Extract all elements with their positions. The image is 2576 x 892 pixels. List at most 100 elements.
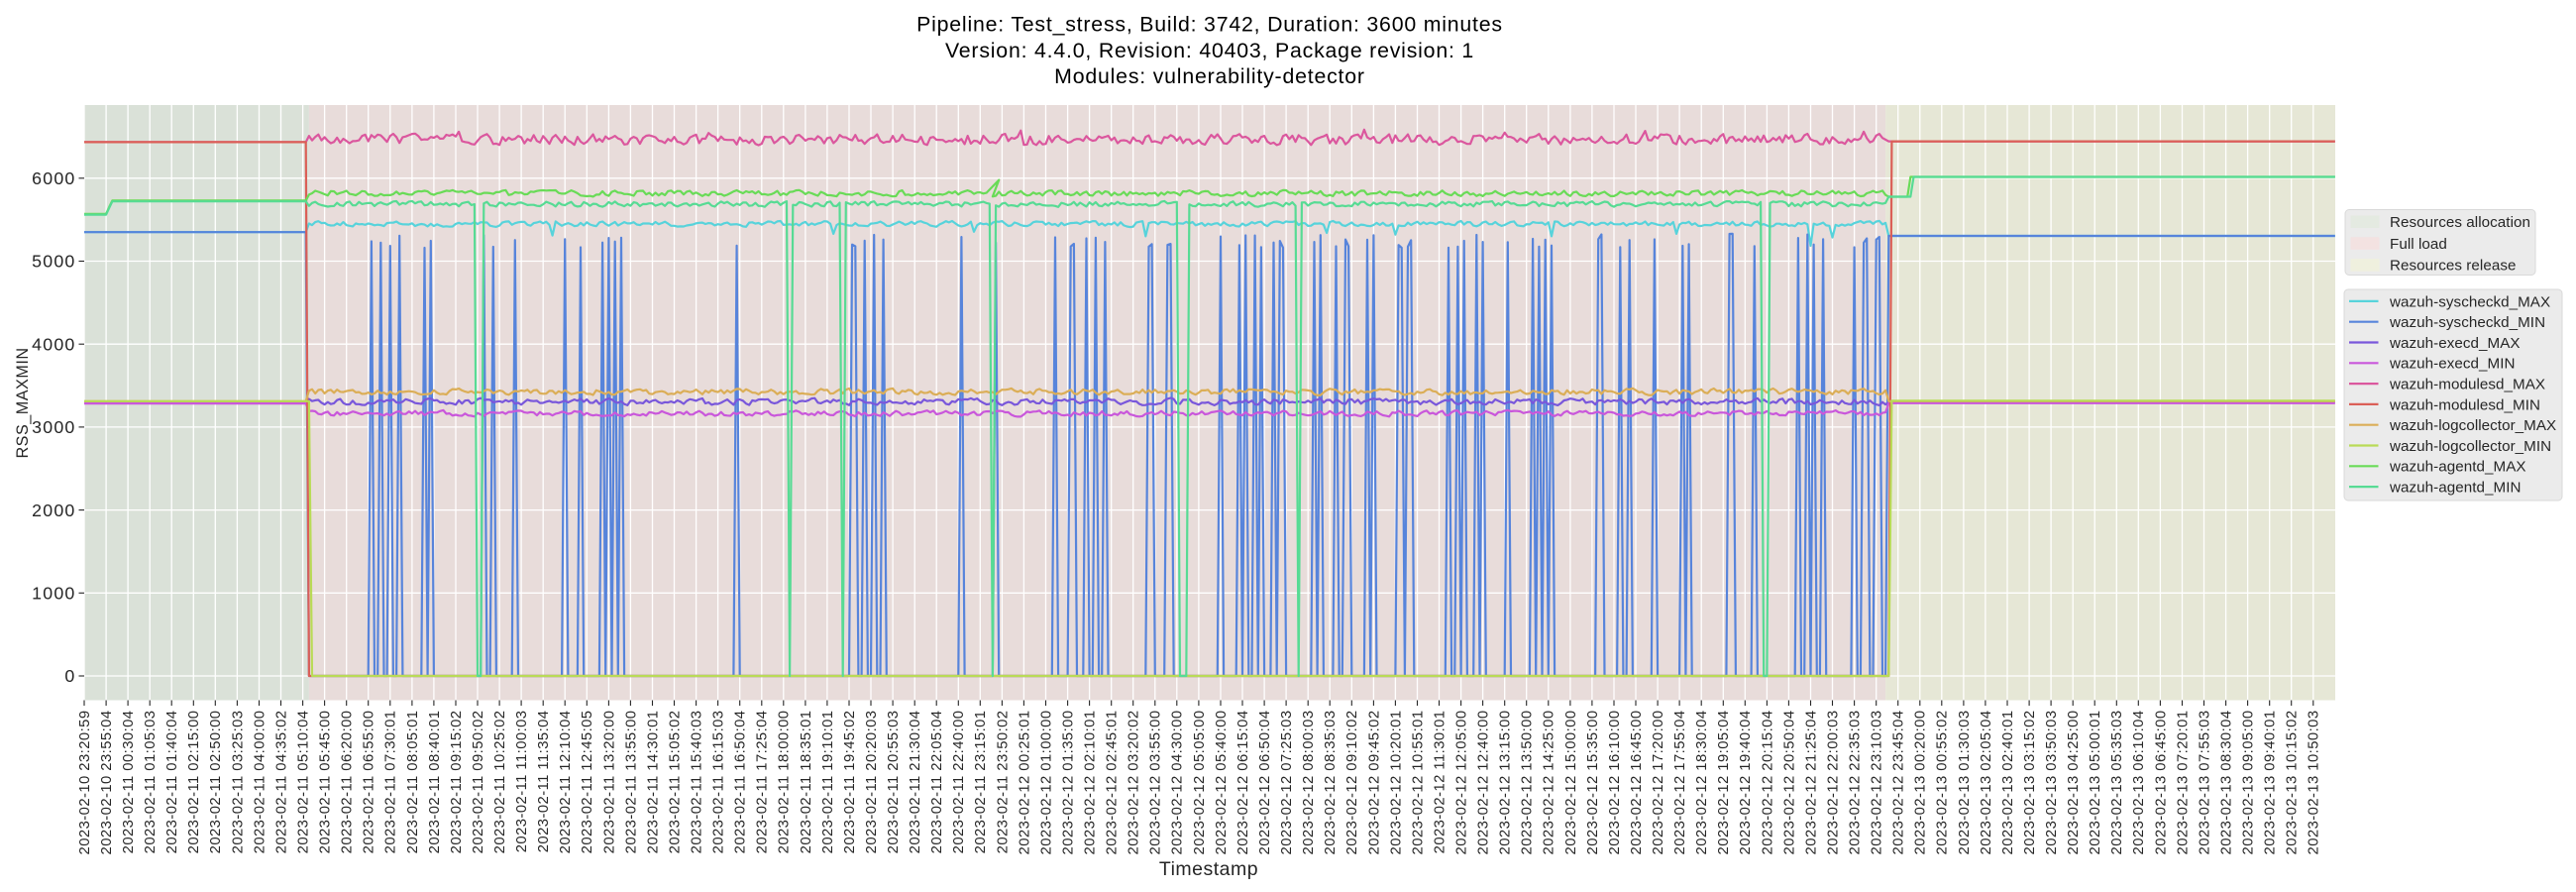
svg-text:2023-02-13 06:10:04: 2023-02-13 06:10:04 (2131, 711, 2147, 855)
svg-text:wazuh-syscheckd_MIN: wazuh-syscheckd_MIN (2389, 314, 2545, 331)
svg-text:2023-02-12 18:30:04: 2023-02-12 18:30:04 (1694, 711, 1710, 855)
svg-text:2023-02-12 16:45:00: 2023-02-12 16:45:00 (1629, 711, 1645, 855)
svg-text:2023-02-12 19:40:04: 2023-02-12 19:40:04 (1738, 711, 1754, 855)
svg-text:2023-02-12 05:05:00: 2023-02-12 05:05:00 (1192, 711, 1208, 855)
svg-text:2023-02-11 10:25:02: 2023-02-11 10:25:02 (492, 711, 508, 854)
svg-text:2023-02-12 06:50:04: 2023-02-12 06:50:04 (1257, 711, 1273, 855)
svg-text:wazuh-agentd_MIN: wazuh-agentd_MIN (2389, 480, 2522, 497)
svg-text:2023-02-11 16:15:03: 2023-02-11 16:15:03 (711, 711, 727, 854)
svg-text:2023-02-11 20:20:03: 2023-02-11 20:20:03 (864, 711, 880, 854)
svg-text:2023-02-11 09:50:02: 2023-02-11 09:50:02 (471, 711, 486, 854)
svg-text:2023-02-12 10:20:01: 2023-02-12 10:20:01 (1388, 711, 1404, 855)
svg-text:2023-02-12 05:40:00: 2023-02-12 05:40:00 (1214, 711, 1230, 855)
svg-text:2023-02-10 23:20:59: 2023-02-10 23:20:59 (77, 711, 93, 855)
svg-text:2023-02-12 12:05:00: 2023-02-12 12:05:00 (1454, 711, 1470, 855)
svg-text:3000: 3000 (32, 417, 75, 437)
svg-text:2023-02-13 05:00:01: 2023-02-13 05:00:01 (2088, 711, 2103, 855)
svg-text:wazuh-agentd_MAX: wazuh-agentd_MAX (2389, 459, 2526, 476)
svg-text:2023-02-11 08:05:01: 2023-02-11 08:05:01 (405, 711, 421, 854)
svg-text:2023-02-12 08:00:03: 2023-02-12 08:00:03 (1301, 711, 1317, 855)
svg-text:2023-02-11 16:50:04: 2023-02-11 16:50:04 (733, 711, 749, 854)
svg-text:2023-02-11 22:40:00: 2023-02-11 22:40:00 (951, 711, 967, 854)
svg-text:2023-02-12 06:15:04: 2023-02-12 06:15:04 (1235, 711, 1251, 855)
svg-text:2023-02-11 14:30:01: 2023-02-11 14:30:01 (645, 711, 661, 854)
svg-text:2023-02-11 19:45:02: 2023-02-11 19:45:02 (842, 711, 858, 854)
svg-text:2023-02-11 11:35:04: 2023-02-11 11:35:04 (536, 711, 552, 853)
svg-text:wazuh-syscheckd_MAX: wazuh-syscheckd_MAX (2389, 293, 2550, 310)
svg-text:2023-02-11 09:15:02: 2023-02-11 09:15:02 (449, 711, 465, 854)
svg-text:2023-02-12 01:00:00: 2023-02-12 01:00:00 (1038, 711, 1054, 855)
svg-text:2023-02-13 01:30:03: 2023-02-13 01:30:03 (1957, 711, 1973, 855)
svg-text:wazuh-logcollector_MIN: wazuh-logcollector_MIN (2389, 438, 2551, 455)
svg-text:2023-02-12 16:10:00: 2023-02-12 16:10:00 (1607, 711, 1623, 855)
svg-text:wazuh-execd_MAX: wazuh-execd_MAX (2389, 335, 2521, 352)
svg-text:2023-02-11 04:00:00: 2023-02-11 04:00:00 (252, 711, 268, 854)
svg-text:Resources release: Resources release (2390, 258, 2516, 275)
svg-text:2023-02-11 19:10:01: 2023-02-11 19:10:01 (820, 711, 836, 854)
svg-text:2023-02-11 05:10:04: 2023-02-11 05:10:04 (296, 711, 312, 854)
svg-text:2023-02-12 12:40:00: 2023-02-12 12:40:00 (1476, 711, 1492, 855)
svg-text:2023-02-11 06:20:00: 2023-02-11 06:20:00 (340, 711, 356, 854)
svg-text:2023-02-12 23:10:03: 2023-02-12 23:10:03 (1870, 711, 1885, 855)
svg-text:wazuh-execd_MIN: wazuh-execd_MIN (2389, 356, 2516, 373)
svg-text:2023-02-11 04:35:02: 2023-02-11 04:35:02 (273, 711, 289, 854)
svg-text:2023-02-13 09:40:01: 2023-02-13 09:40:01 (2263, 711, 2279, 855)
svg-text:2023-02-12 02:45:01: 2023-02-12 02:45:01 (1105, 711, 1121, 855)
svg-text:2023-02-11 07:30:01: 2023-02-11 07:30:01 (383, 711, 399, 854)
svg-text:2023-02-13 07:20:01: 2023-02-13 07:20:01 (2175, 711, 2191, 855)
svg-text:2023-02-11 12:10:04: 2023-02-11 12:10:04 (558, 711, 574, 854)
svg-text:2023-02-11 08:40:01: 2023-02-11 08:40:01 (427, 711, 443, 854)
svg-text:6000: 6000 (32, 168, 75, 188)
svg-text:2023-02-11 13:20:00: 2023-02-11 13:20:00 (601, 711, 617, 854)
svg-text:RSS_MAXMIN: RSS_MAXMIN (14, 347, 32, 458)
svg-text:2023-02-12 20:15:04: 2023-02-12 20:15:04 (1760, 711, 1775, 855)
svg-text:2023-02-12 13:50:00: 2023-02-12 13:50:00 (1520, 711, 1536, 855)
svg-text:2023-02-11 01:40:04: 2023-02-11 01:40:04 (164, 711, 180, 854)
svg-text:wazuh-modulesd_MIN: wazuh-modulesd_MIN (2389, 396, 2540, 413)
svg-text:2023-02-12 22:00:03: 2023-02-12 22:00:03 (1825, 711, 1841, 855)
svg-text:2023-02-12 09:10:02: 2023-02-12 09:10:02 (1344, 711, 1360, 855)
svg-text:2023-02-12 23:45:04: 2023-02-12 23:45:04 (1891, 711, 1907, 855)
svg-text:Resources allocation: Resources allocation (2390, 214, 2530, 231)
svg-text:2023-02-12 17:20:00: 2023-02-12 17:20:00 (1651, 711, 1666, 855)
svg-text:2023-02-11 21:30:04: 2023-02-11 21:30:04 (908, 711, 923, 854)
svg-text:2023-02-13 00:20:00: 2023-02-13 00:20:00 (1913, 711, 1929, 855)
svg-text:2023-02-13 06:45:00: 2023-02-13 06:45:00 (2153, 711, 2169, 855)
svg-text:2023-02-12 07:25:03: 2023-02-12 07:25:03 (1279, 711, 1295, 855)
svg-text:wazuh-modulesd_MAX: wazuh-modulesd_MAX (2389, 377, 2545, 393)
svg-text:2023-02-10 23:55:04: 2023-02-10 23:55:04 (99, 711, 115, 855)
svg-text:2023-02-13 09:05:00: 2023-02-13 09:05:00 (2241, 711, 2257, 855)
svg-text:Timestamp: Timestamp (1159, 858, 1258, 880)
svg-text:2023-02-11 17:25:04: 2023-02-11 17:25:04 (755, 711, 771, 854)
svg-text:2023-02-13 02:05:04: 2023-02-13 02:05:04 (1979, 711, 1994, 855)
svg-text:2023-02-11 15:05:02: 2023-02-11 15:05:02 (667, 711, 683, 854)
svg-text:2023-02-11 23:15:01: 2023-02-11 23:15:01 (973, 711, 989, 854)
svg-text:2023-02-12 15:00:00: 2023-02-12 15:00:00 (1563, 711, 1579, 855)
svg-text:2023-02-11 18:35:01: 2023-02-11 18:35:01 (799, 711, 814, 854)
svg-text:2023-02-12 01:35:00: 2023-02-12 01:35:00 (1061, 711, 1077, 855)
svg-text:2023-02-11 11:00:03: 2023-02-11 11:00:03 (514, 711, 530, 853)
svg-text:2023-02-12 04:30:00: 2023-02-12 04:30:00 (1170, 711, 1186, 855)
svg-text:2023-02-13 05:35:03: 2023-02-13 05:35:03 (2109, 711, 2125, 855)
svg-text:2023-02-12 03:20:02: 2023-02-12 03:20:02 (1127, 711, 1142, 855)
svg-text:2023-02-13 08:30:04: 2023-02-13 08:30:04 (2219, 711, 2235, 855)
svg-text:2023-02-12 17:55:04: 2023-02-12 17:55:04 (1672, 711, 1688, 855)
svg-text:2023-02-12 20:50:04: 2023-02-12 20:50:04 (1781, 711, 1797, 855)
svg-text:2023-02-11 15:40:03: 2023-02-11 15:40:03 (690, 711, 705, 854)
svg-text:2023-02-11 02:50:00: 2023-02-11 02:50:00 (208, 711, 224, 854)
svg-text:2023-02-13 00:55:02: 2023-02-13 00:55:02 (1935, 711, 1951, 855)
svg-text:2023-02-13 03:15:02: 2023-02-13 03:15:02 (2022, 711, 2038, 855)
svg-text:2023-02-13 04:25:00: 2023-02-13 04:25:00 (2066, 711, 2082, 855)
svg-text:2023-02-11 18:00:00: 2023-02-11 18:00:00 (777, 711, 793, 854)
svg-text:2023-02-13 03:50:03: 2023-02-13 03:50:03 (2044, 711, 2060, 855)
svg-text:2023-02-12 03:55:00: 2023-02-12 03:55:00 (1148, 711, 1164, 855)
svg-text:2023-02-13 07:55:03: 2023-02-13 07:55:03 (2197, 711, 2212, 855)
svg-text:2023-02-12 13:15:00: 2023-02-12 13:15:00 (1498, 711, 1514, 855)
svg-text:2023-02-12 21:25:04: 2023-02-12 21:25:04 (1803, 711, 1819, 855)
svg-text:0: 0 (64, 666, 75, 686)
svg-text:2023-02-11 20:55:03: 2023-02-11 20:55:03 (886, 711, 902, 854)
svg-text:2023-02-11 02:15:00: 2023-02-11 02:15:00 (186, 711, 202, 854)
svg-text:Pipeline: Test_stress, Build:: Pipeline: Test_stress, Build: 3742, Dura… (916, 13, 1503, 37)
svg-text:2023-02-13 10:50:03: 2023-02-13 10:50:03 (2307, 711, 2322, 855)
svg-text:2023-02-12 00:25:01: 2023-02-12 00:25:01 (1017, 711, 1032, 855)
